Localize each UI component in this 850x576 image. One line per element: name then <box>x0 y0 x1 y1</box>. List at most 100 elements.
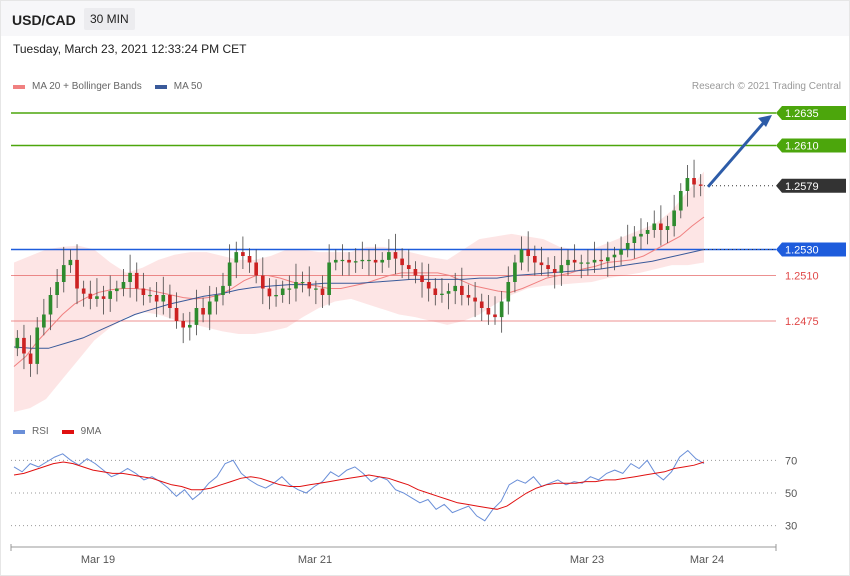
candle-body <box>300 282 305 284</box>
candle-body <box>267 288 272 297</box>
candle-body <box>586 262 590 264</box>
candle-body <box>605 257 610 262</box>
rsi-swatch <box>13 429 25 434</box>
candle-body <box>174 308 179 321</box>
candle-body <box>506 282 511 302</box>
candle-body <box>393 252 398 259</box>
candle-body <box>194 308 199 325</box>
ma50-line <box>13 249 705 349</box>
candle-body <box>333 259 338 263</box>
candle-body <box>294 282 298 289</box>
candle-body <box>128 272 132 282</box>
legend-main: MA 20 + Bollinger Bands MA 50 <box>13 81 202 92</box>
candle-body <box>479 301 484 308</box>
candle-body <box>367 259 371 262</box>
candle-body <box>579 262 584 264</box>
candle-body <box>234 252 239 263</box>
candle-body <box>187 324 192 328</box>
candle-body <box>347 259 351 263</box>
level-label-1.2510: 1.2510 <box>785 271 819 283</box>
level-label-1.2530: 1.2530 <box>785 245 819 257</box>
candle-body <box>55 282 59 295</box>
candle-body <box>619 249 623 255</box>
candle-body <box>446 291 451 294</box>
candle-body <box>599 259 603 262</box>
rsi-tick-30: 30 <box>785 521 797 533</box>
candle-body <box>68 259 73 266</box>
candle-body <box>519 249 524 263</box>
candle-body <box>48 295 53 315</box>
candle-body <box>499 301 504 318</box>
candle-body <box>698 184 703 186</box>
candle-body <box>625 243 630 250</box>
candle-body <box>314 288 318 290</box>
candle-body <box>307 282 312 289</box>
candle-body <box>320 288 325 295</box>
x-tick-label: Mar 23 <box>570 554 604 566</box>
candle-body <box>108 291 113 299</box>
candle-body <box>35 327 40 364</box>
candle-body <box>493 314 497 318</box>
candle-body <box>148 295 152 297</box>
symbol-title: USD/CAD <box>12 12 76 28</box>
candle-body <box>101 296 106 299</box>
candle-body <box>539 262 544 266</box>
candle-body <box>572 259 577 263</box>
projection-arrow <box>706 119 768 188</box>
candle-body <box>88 293 93 299</box>
ma9-swatch <box>61 429 74 434</box>
candle-body <box>486 308 491 315</box>
level-label-1.2579: 1.2579 <box>785 181 819 193</box>
candle-body <box>254 262 258 276</box>
candle-body <box>692 178 696 185</box>
candle-body <box>400 258 404 266</box>
candle-body <box>672 210 676 227</box>
candle-body <box>134 272 139 289</box>
candle-body <box>141 288 146 295</box>
legend-rsi-label: RSI <box>32 426 49 437</box>
ma50-swatch <box>154 84 167 89</box>
legend-rsi: RSI 9MA <box>13 426 101 437</box>
candle-body <box>639 233 643 237</box>
candle-body <box>426 282 431 289</box>
candle-body <box>340 259 345 262</box>
legend-ma20: MA 20 + Bollinger Bands <box>32 81 142 92</box>
candle-body <box>652 223 657 230</box>
candle-body <box>168 295 172 308</box>
level-label-1.2610: 1.2610 <box>785 141 819 153</box>
x-tick-label: Mar 21 <box>298 554 332 566</box>
candle-body <box>473 297 477 302</box>
candle-body <box>207 301 212 315</box>
candle-body <box>327 262 331 295</box>
timeframe-button[interactable]: 30 MIN <box>84 8 135 30</box>
x-tick-label: Mar 19 <box>81 554 115 566</box>
candle-body <box>526 249 531 256</box>
candle-body <box>387 252 391 260</box>
candle-body <box>380 259 385 263</box>
candle-body <box>659 223 663 230</box>
credit-text: Research © 2021 Trading Central <box>691 81 841 92</box>
candle-body <box>274 295 278 297</box>
candle-body <box>420 275 424 282</box>
level-tag-1.2635 <box>776 106 846 120</box>
chart-header: USD/CAD 30 MIN <box>1 1 849 36</box>
candle-body <box>460 285 464 295</box>
candle-body <box>181 321 186 328</box>
candle-body <box>221 285 225 295</box>
candle-body <box>466 295 471 298</box>
candle-body <box>115 288 119 292</box>
candle-body <box>532 256 537 263</box>
candle-body <box>685 178 690 191</box>
candle-body <box>95 296 99 299</box>
candle-body <box>353 261 358 263</box>
candle-body <box>513 262 517 282</box>
candle-body <box>413 269 418 276</box>
projection-arrow-head <box>758 115 772 127</box>
x-tick-label: Mar 24 <box>690 554 724 566</box>
candle-body <box>645 230 650 234</box>
candle-body <box>227 262 232 286</box>
candle-body <box>28 353 33 364</box>
candle-body <box>453 285 458 292</box>
candle-body <box>214 295 219 302</box>
